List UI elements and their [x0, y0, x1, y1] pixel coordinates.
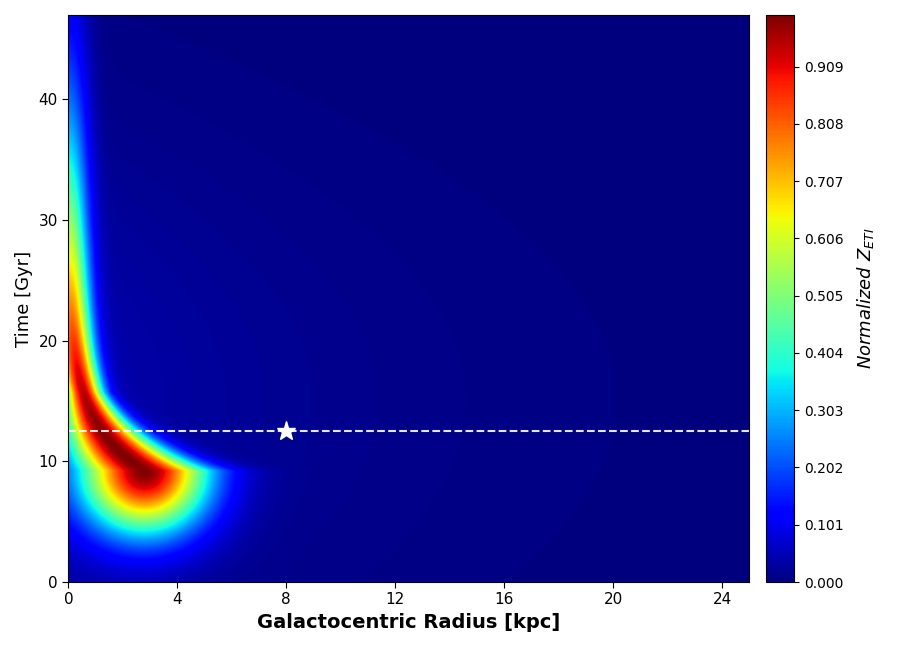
Y-axis label: Normalized $Z_{ETI}$: Normalized $Z_{ETI}$	[854, 228, 875, 369]
Y-axis label: Time [Gyr]: Time [Gyr]	[15, 250, 33, 347]
X-axis label: Galactocentric Radius [kpc]: Galactocentric Radius [kpc]	[257, 613, 560, 632]
